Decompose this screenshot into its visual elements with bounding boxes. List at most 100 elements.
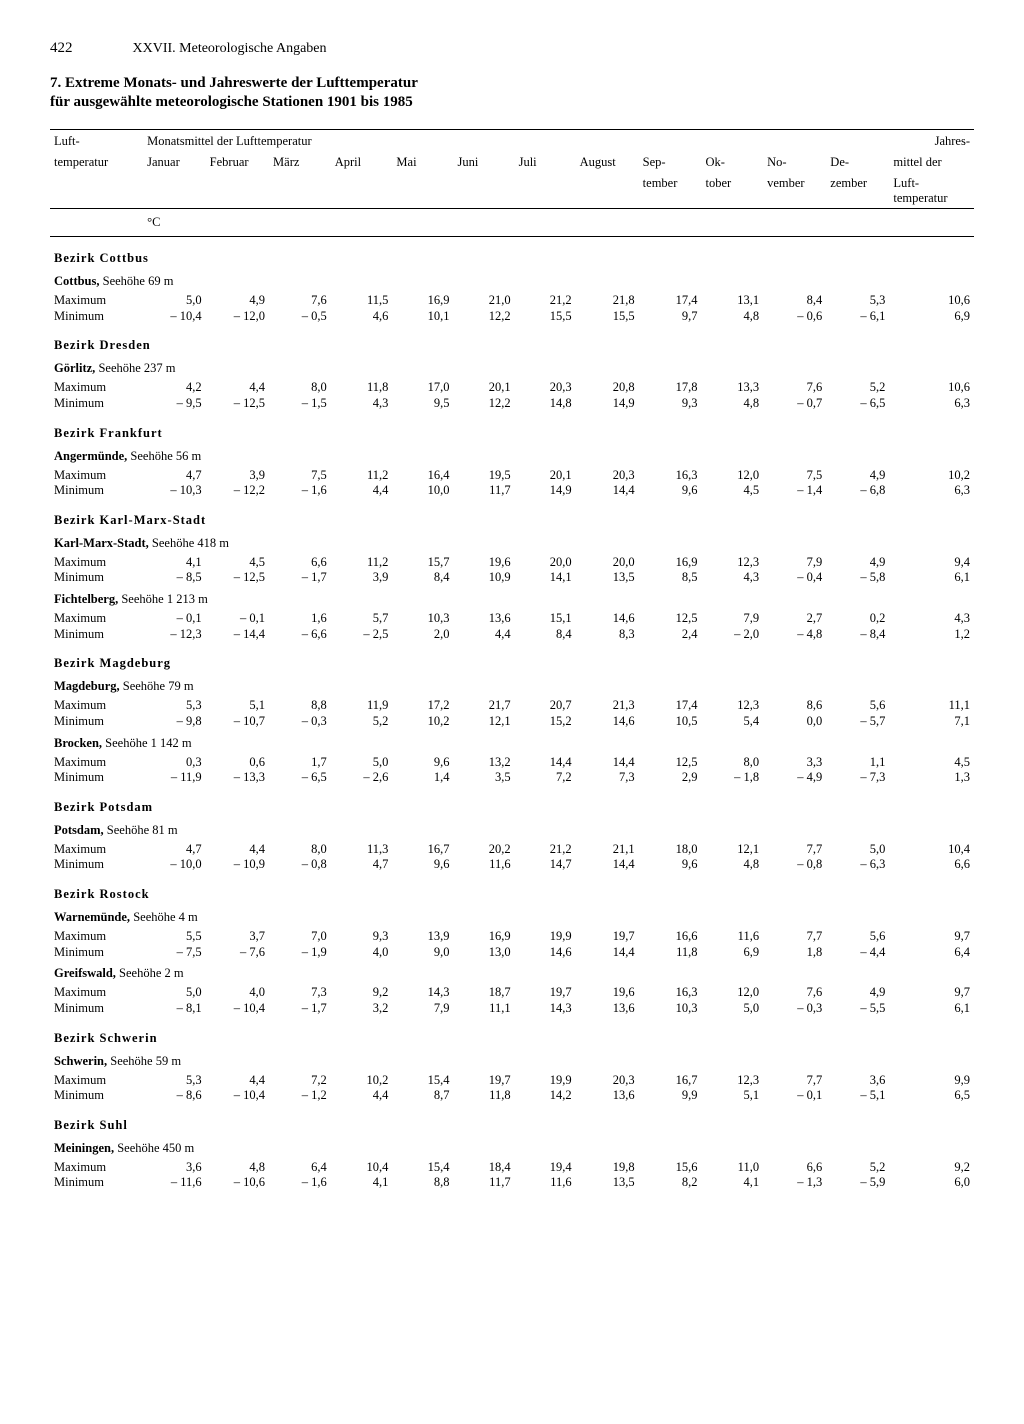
value-cell: 19,7 (576, 929, 639, 945)
value-cell: 7,3 (269, 985, 331, 1001)
value-cell: 6,3 (889, 396, 974, 412)
value-cell: – 1,7 (269, 1001, 331, 1017)
month-header: Sep- (639, 151, 702, 172)
value-cell: 11,2 (331, 555, 393, 571)
row-label-max: Maximum (50, 1073, 143, 1089)
value-cell: 9,7 (639, 309, 702, 325)
value-cell: 14,8 (515, 396, 576, 412)
value-cell: – 6,5 (269, 770, 331, 786)
row-label-max: Maximum (50, 380, 143, 396)
month-header-line2 (143, 172, 206, 209)
value-cell: 4,4 (206, 842, 269, 858)
month-header: Mai (392, 151, 453, 172)
value-cell: – 0,5 (269, 309, 331, 325)
value-cell: 4,1 (143, 555, 206, 571)
value-cell: 6,1 (889, 1001, 974, 1017)
value-cell: – 8,1 (143, 1001, 206, 1017)
value-cell: 14,1 (515, 570, 576, 586)
value-cell: 5,6 (826, 929, 889, 945)
value-cell: 5,3 (143, 1073, 206, 1089)
value-cell: – 9,8 (143, 714, 206, 730)
value-cell: – 10,4 (206, 1001, 269, 1017)
value-cell: 12,2 (454, 396, 515, 412)
value-cell: 3,9 (331, 570, 393, 586)
value-cell: 3,2 (331, 1001, 393, 1017)
value-cell: 9,9 (639, 1088, 702, 1104)
value-cell: 9,0 (392, 945, 453, 961)
value-cell: 7,9 (702, 611, 764, 627)
value-cell: 20,3 (576, 468, 639, 484)
value-cell: 4,9 (826, 555, 889, 571)
value-cell: 14,6 (576, 611, 639, 627)
value-cell: 9,5 (392, 396, 453, 412)
month-header-line2 (454, 172, 515, 209)
header-group-label: Monatsmittel der Lufttemperatur (143, 130, 889, 152)
value-cell: 4,9 (826, 985, 889, 1001)
value-cell: 4,4 (206, 1073, 269, 1089)
value-cell: 6,9 (889, 309, 974, 325)
value-cell: 10,6 (889, 380, 974, 396)
row-label-min: Minimum (50, 714, 143, 730)
unit-cell: °C (143, 209, 974, 237)
value-cell: 21,2 (515, 842, 576, 858)
value-cell: 14,4 (515, 755, 576, 771)
value-cell: 11,7 (454, 1175, 515, 1191)
value-cell: 8,6 (763, 698, 826, 714)
value-cell: 9,2 (331, 985, 393, 1001)
value-cell: – 0,8 (269, 857, 331, 873)
row-label-min: Minimum (50, 627, 143, 643)
value-cell: 7,9 (392, 1001, 453, 1017)
value-cell: – 1,6 (269, 1175, 331, 1191)
value-cell: 4,9 (206, 293, 269, 309)
value-cell: – 6,5 (826, 396, 889, 412)
value-cell: 20,3 (515, 380, 576, 396)
value-cell: – 1,4 (763, 483, 826, 499)
value-cell: 5,2 (826, 380, 889, 396)
value-cell: 7,6 (763, 380, 826, 396)
month-header: Juni (454, 151, 515, 172)
row-label-max: Maximum (50, 985, 143, 1001)
value-cell: 14,9 (515, 483, 576, 499)
value-cell: 13,6 (454, 611, 515, 627)
month-header-line2 (392, 172, 453, 209)
value-cell: 8,4 (515, 627, 576, 643)
station-header: Karl-Marx-Stadt, Seehöhe 418 m (50, 530, 974, 555)
value-cell: 20,7 (515, 698, 576, 714)
value-cell: – 1,6 (269, 483, 331, 499)
temperature-table: Luft- Monatsmittel der Lufttemperatur Ja… (50, 129, 974, 1191)
value-cell: – 12,2 (206, 483, 269, 499)
value-cell: 13,5 (576, 570, 639, 586)
value-cell: 4,3 (702, 570, 764, 586)
bezirk-header: Bezirk Schwerin (50, 1017, 974, 1048)
value-cell: 17,0 (392, 380, 453, 396)
value-cell: 16,9 (392, 293, 453, 309)
row-label-max: Maximum (50, 755, 143, 771)
value-cell: 14,3 (515, 1001, 576, 1017)
value-cell: 11,8 (454, 1088, 515, 1104)
value-cell: – 2,6 (331, 770, 393, 786)
station-header: Meiningen, Seehöhe 450 m (50, 1135, 974, 1160)
value-cell: 6,0 (889, 1175, 974, 1191)
value-cell: – 10,3 (143, 483, 206, 499)
value-cell: – 11,9 (143, 770, 206, 786)
month-header: De- (826, 151, 889, 172)
value-cell: 20,1 (515, 468, 576, 484)
value-cell: 9,6 (392, 755, 453, 771)
value-cell: 8,0 (702, 755, 764, 771)
value-cell: 15,4 (392, 1160, 453, 1176)
month-header-line2 (576, 172, 639, 209)
value-cell: 19,4 (515, 1160, 576, 1176)
value-cell: 11,8 (331, 380, 393, 396)
bezirk-header: Bezirk Suhl (50, 1104, 974, 1135)
value-cell: 6,4 (889, 945, 974, 961)
value-cell: 6,5 (889, 1088, 974, 1104)
value-cell: 13,0 (454, 945, 515, 961)
value-cell: 20,8 (576, 380, 639, 396)
chapter-title: XXVII. Meteorologische Angaben (133, 41, 327, 57)
value-cell: – 2,0 (702, 627, 764, 643)
row-label-min: Minimum (50, 483, 143, 499)
value-cell: 2,4 (639, 627, 702, 643)
value-cell: 12,0 (702, 985, 764, 1001)
bezirk-header: Bezirk Karl-Marx-Stadt (50, 499, 974, 530)
value-cell: 19,6 (454, 555, 515, 571)
